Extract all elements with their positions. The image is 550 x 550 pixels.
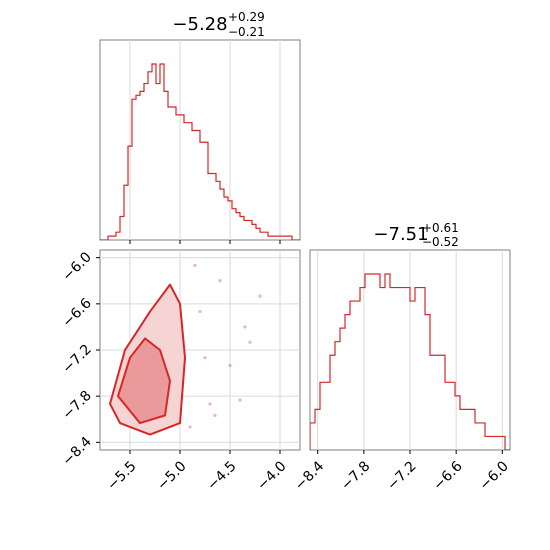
param1-title: −7.51 +0.61 −0.52 — [373, 221, 458, 249]
grid-lines — [317, 250, 503, 454]
x-tick-label: −6.6 — [430, 458, 465, 493]
x-tick-label: −5.5 — [104, 458, 139, 493]
x-tick-label: −8.4 — [292, 458, 327, 493]
svg-text:−7.51: −7.51 — [373, 224, 428, 245]
sample-point — [208, 402, 212, 406]
y-tick-label: −6.6 — [59, 295, 94, 330]
histogram-step-line — [100, 63, 300, 240]
x-tick-label: −5.0 — [154, 458, 189, 493]
grid-lines — [129, 40, 281, 244]
title-upper: +0.29 — [228, 10, 265, 24]
x-tick-labels: −5.5 −5.0 −4.5 −4.0 — [104, 458, 289, 493]
y-tick-label: −7.8 — [59, 388, 94, 423]
x-tick-label: −7.2 — [384, 458, 419, 493]
x-tick-label: −4.5 — [204, 458, 239, 493]
sample-point — [203, 356, 207, 360]
title-lower: −0.52 — [422, 235, 459, 249]
title-median: −5.28 — [172, 14, 227, 35]
contour-inner — [117, 337, 171, 425]
sample-point — [238, 398, 242, 402]
histogram-panel-param0: −5.28 +0.29 −0.21 — [99, 10, 301, 244]
sample-point — [243, 325, 247, 329]
title-median: −7.51 — [373, 224, 428, 245]
svg-text:−5.28: −5.28 — [172, 14, 227, 35]
sample-point — [228, 363, 232, 367]
sample-point — [258, 294, 262, 298]
x-tick-labels: −8.4 −7.8 −7.2 −6.6 −6.0 — [292, 458, 512, 493]
title-upper: +0.61 — [422, 221, 459, 235]
x-tick-label: −6.0 — [477, 458, 512, 493]
y-tick-label: −7.2 — [59, 342, 94, 377]
param0-title: −5.28 +0.29 −0.21 — [172, 10, 264, 39]
sample-point — [198, 309, 202, 314]
sample-point — [193, 263, 197, 267]
sample-point — [218, 279, 222, 283]
y-tick-label: −6.0 — [59, 249, 94, 284]
title-lower: −0.21 — [228, 25, 265, 39]
sample-point — [213, 413, 217, 417]
x-tick-label: −7.8 — [338, 458, 373, 493]
y-tick-labels: −6.0 −6.6 −7.2 −7.8 −8.4 — [59, 249, 94, 469]
sample-point — [188, 425, 192, 429]
contour-panel: −5.5 −5.0 −4.5 −4.0 −6.0 −6.6 −7.2 −7.8 −8.4 — [59, 249, 301, 494]
sample-point — [248, 340, 252, 344]
x-tick-label: −4.0 — [254, 458, 289, 493]
histogram-panel-param1: −8.4 −7.8 −7.2 −6.6 −6.0 −7.51 +0.61 −0.52 — [292, 221, 512, 494]
contour-layer — [109, 263, 262, 436]
y-tick-label: −8.4 — [59, 434, 94, 469]
histogram-step-line — [310, 273, 510, 450]
